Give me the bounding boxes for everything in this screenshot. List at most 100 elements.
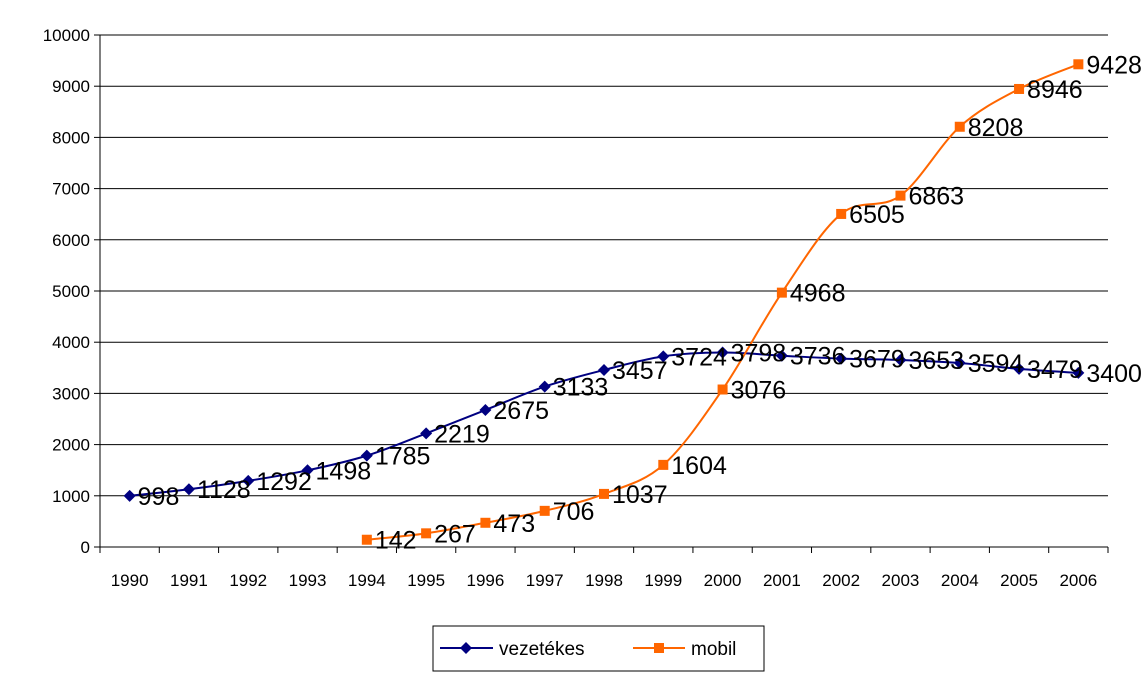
data-point-mobil [421, 528, 432, 539]
y-tick-label: 10000 [43, 26, 90, 45]
data-label-mobil: 9428 [1086, 51, 1142, 79]
data-point-vezetekes [716, 346, 729, 359]
gridlines [100, 34, 1108, 497]
x-tick-label: 2003 [882, 571, 920, 590]
data-label-mobil: 6505 [849, 201, 905, 229]
data-point-vezetekes [182, 483, 195, 496]
data-point-mobil [658, 459, 669, 470]
data-point-mobil [1014, 83, 1025, 94]
legend-marker-diamond-icon [460, 642, 472, 654]
data-label-vezetekes: 3798 [731, 340, 787, 368]
x-tick-label: 2005 [1000, 571, 1038, 590]
x-tick-label: 1996 [466, 571, 504, 590]
data-label-mobil: 706 [553, 498, 595, 526]
y-tick-label: 3000 [52, 384, 90, 403]
x-tick-label: 1995 [407, 571, 445, 590]
data-label-mobil: 8208 [968, 114, 1024, 142]
data-label-mobil: 473 [493, 510, 535, 538]
data-label-vezetekes: 2219 [434, 420, 490, 448]
data-point-mobil [361, 534, 372, 545]
legend-marker-square-icon [654, 643, 664, 653]
series-layer [123, 59, 1085, 545]
x-tick-label: 1997 [526, 571, 564, 590]
x-tick-label: 1994 [348, 571, 386, 590]
data-point-mobil [895, 190, 906, 201]
data-label-vezetekes: 3679 [849, 346, 905, 374]
data-point-vezetekes [420, 427, 433, 440]
data-point-vezetekes [538, 380, 551, 393]
y-tick-label: 6000 [52, 231, 90, 250]
legend-label-vezetekes: vezetékes [499, 639, 585, 660]
data-label-mobil: 1037 [612, 481, 668, 509]
data-label-vezetekes: 1292 [256, 468, 312, 496]
data-point-mobil [599, 488, 609, 499]
data-point-mobil [480, 517, 491, 528]
data-label-vezetekes: 3724 [671, 343, 727, 371]
data-point-mobil [954, 121, 965, 132]
data-label-vezetekes: 3479 [1027, 356, 1083, 384]
axes [94, 34, 1109, 553]
data-label-mobil: 3076 [731, 377, 787, 405]
data-point-vezetekes [1072, 366, 1085, 379]
data-label-mobil: 267 [434, 520, 476, 548]
data-point-vezetekes [598, 364, 610, 377]
data-point-vezetekes [242, 474, 255, 487]
data-point-vezetekes [657, 350, 670, 363]
data-label-vezetekes: 3736 [790, 343, 846, 371]
x-tick-label: 1999 [644, 571, 682, 590]
legend-entry-vezetekes: vezetékes [440, 639, 585, 660]
x-tick-label: 1991 [170, 571, 208, 590]
data-point-mobil [836, 208, 847, 219]
data-label-vezetekes: 3400 [1086, 360, 1142, 388]
y-tick-label: 1000 [52, 487, 90, 506]
data-point-vezetekes [479, 404, 492, 417]
data-point-vezetekes [301, 464, 314, 477]
data-point-vezetekes [360, 449, 373, 462]
data-point-vezetekes [1013, 362, 1026, 375]
data-label-vezetekes: 1128 [197, 476, 251, 504]
y-axis-tick-labels: 0 1000 2000 3000 4000 5000 6000 7000 8000 9000 100… [43, 26, 90, 557]
data-label-vezetekes: 3653 [908, 347, 964, 375]
data-label-mobil: 8946 [1027, 76, 1083, 104]
legend: vezetékes mobil [432, 625, 765, 672]
x-tick-label: 1998 [585, 571, 623, 590]
data-label-vezetekes: 2675 [493, 397, 549, 425]
data-label-mobil: 4968 [790, 280, 846, 308]
data-label-mobil: 1604 [671, 452, 727, 480]
data-label-vezetekes: 3133 [553, 374, 609, 402]
data-label-vezetekes: 1785 [375, 443, 431, 471]
x-tick-label: 1990 [111, 571, 149, 590]
legend-entry-mobil: mobil [633, 639, 736, 660]
x-tick-label: 2006 [1059, 571, 1097, 590]
x-tick-label: 2000 [704, 571, 742, 590]
x-tick-label: 1992 [229, 571, 267, 590]
x-tick-label: 2001 [763, 571, 801, 590]
data-label-vezetekes: 3594 [968, 350, 1024, 378]
y-tick-label: 9000 [52, 77, 90, 96]
x-tick-label: 2004 [941, 571, 979, 590]
y-tick-label: 7000 [52, 180, 90, 199]
data-point-vezetekes [123, 489, 136, 502]
x-axis-tick-labels: 1990 1991 1992 1993 1994 1995 1996 1997 1998 1999… [111, 571, 1098, 590]
y-tick-label: 0 [81, 538, 90, 557]
data-point-mobil [717, 384, 728, 395]
data-point-vezetekes [894, 353, 907, 366]
y-tick-label: 8000 [52, 128, 90, 147]
data-label-vezetekes: 998 [138, 483, 180, 511]
data-point-mobil [539, 505, 550, 516]
y-tick-label: 2000 [52, 436, 90, 455]
data-label-mobil: 142 [375, 527, 417, 555]
y-tick-label: 5000 [52, 282, 90, 301]
data-point-mobil [776, 287, 787, 298]
data-point-vezetekes [835, 352, 848, 365]
x-tick-label: 1993 [289, 571, 327, 590]
legend-label-mobil: mobil [691, 639, 736, 660]
y-tick-label: 4000 [52, 333, 90, 352]
data-label-vezetekes: 3457 [612, 357, 668, 385]
data-point-vezetekes [953, 356, 966, 369]
data-point-mobil [1073, 59, 1084, 70]
x-tick-label: 2002 [822, 571, 860, 590]
data-label-mobil: 6863 [908, 183, 964, 211]
